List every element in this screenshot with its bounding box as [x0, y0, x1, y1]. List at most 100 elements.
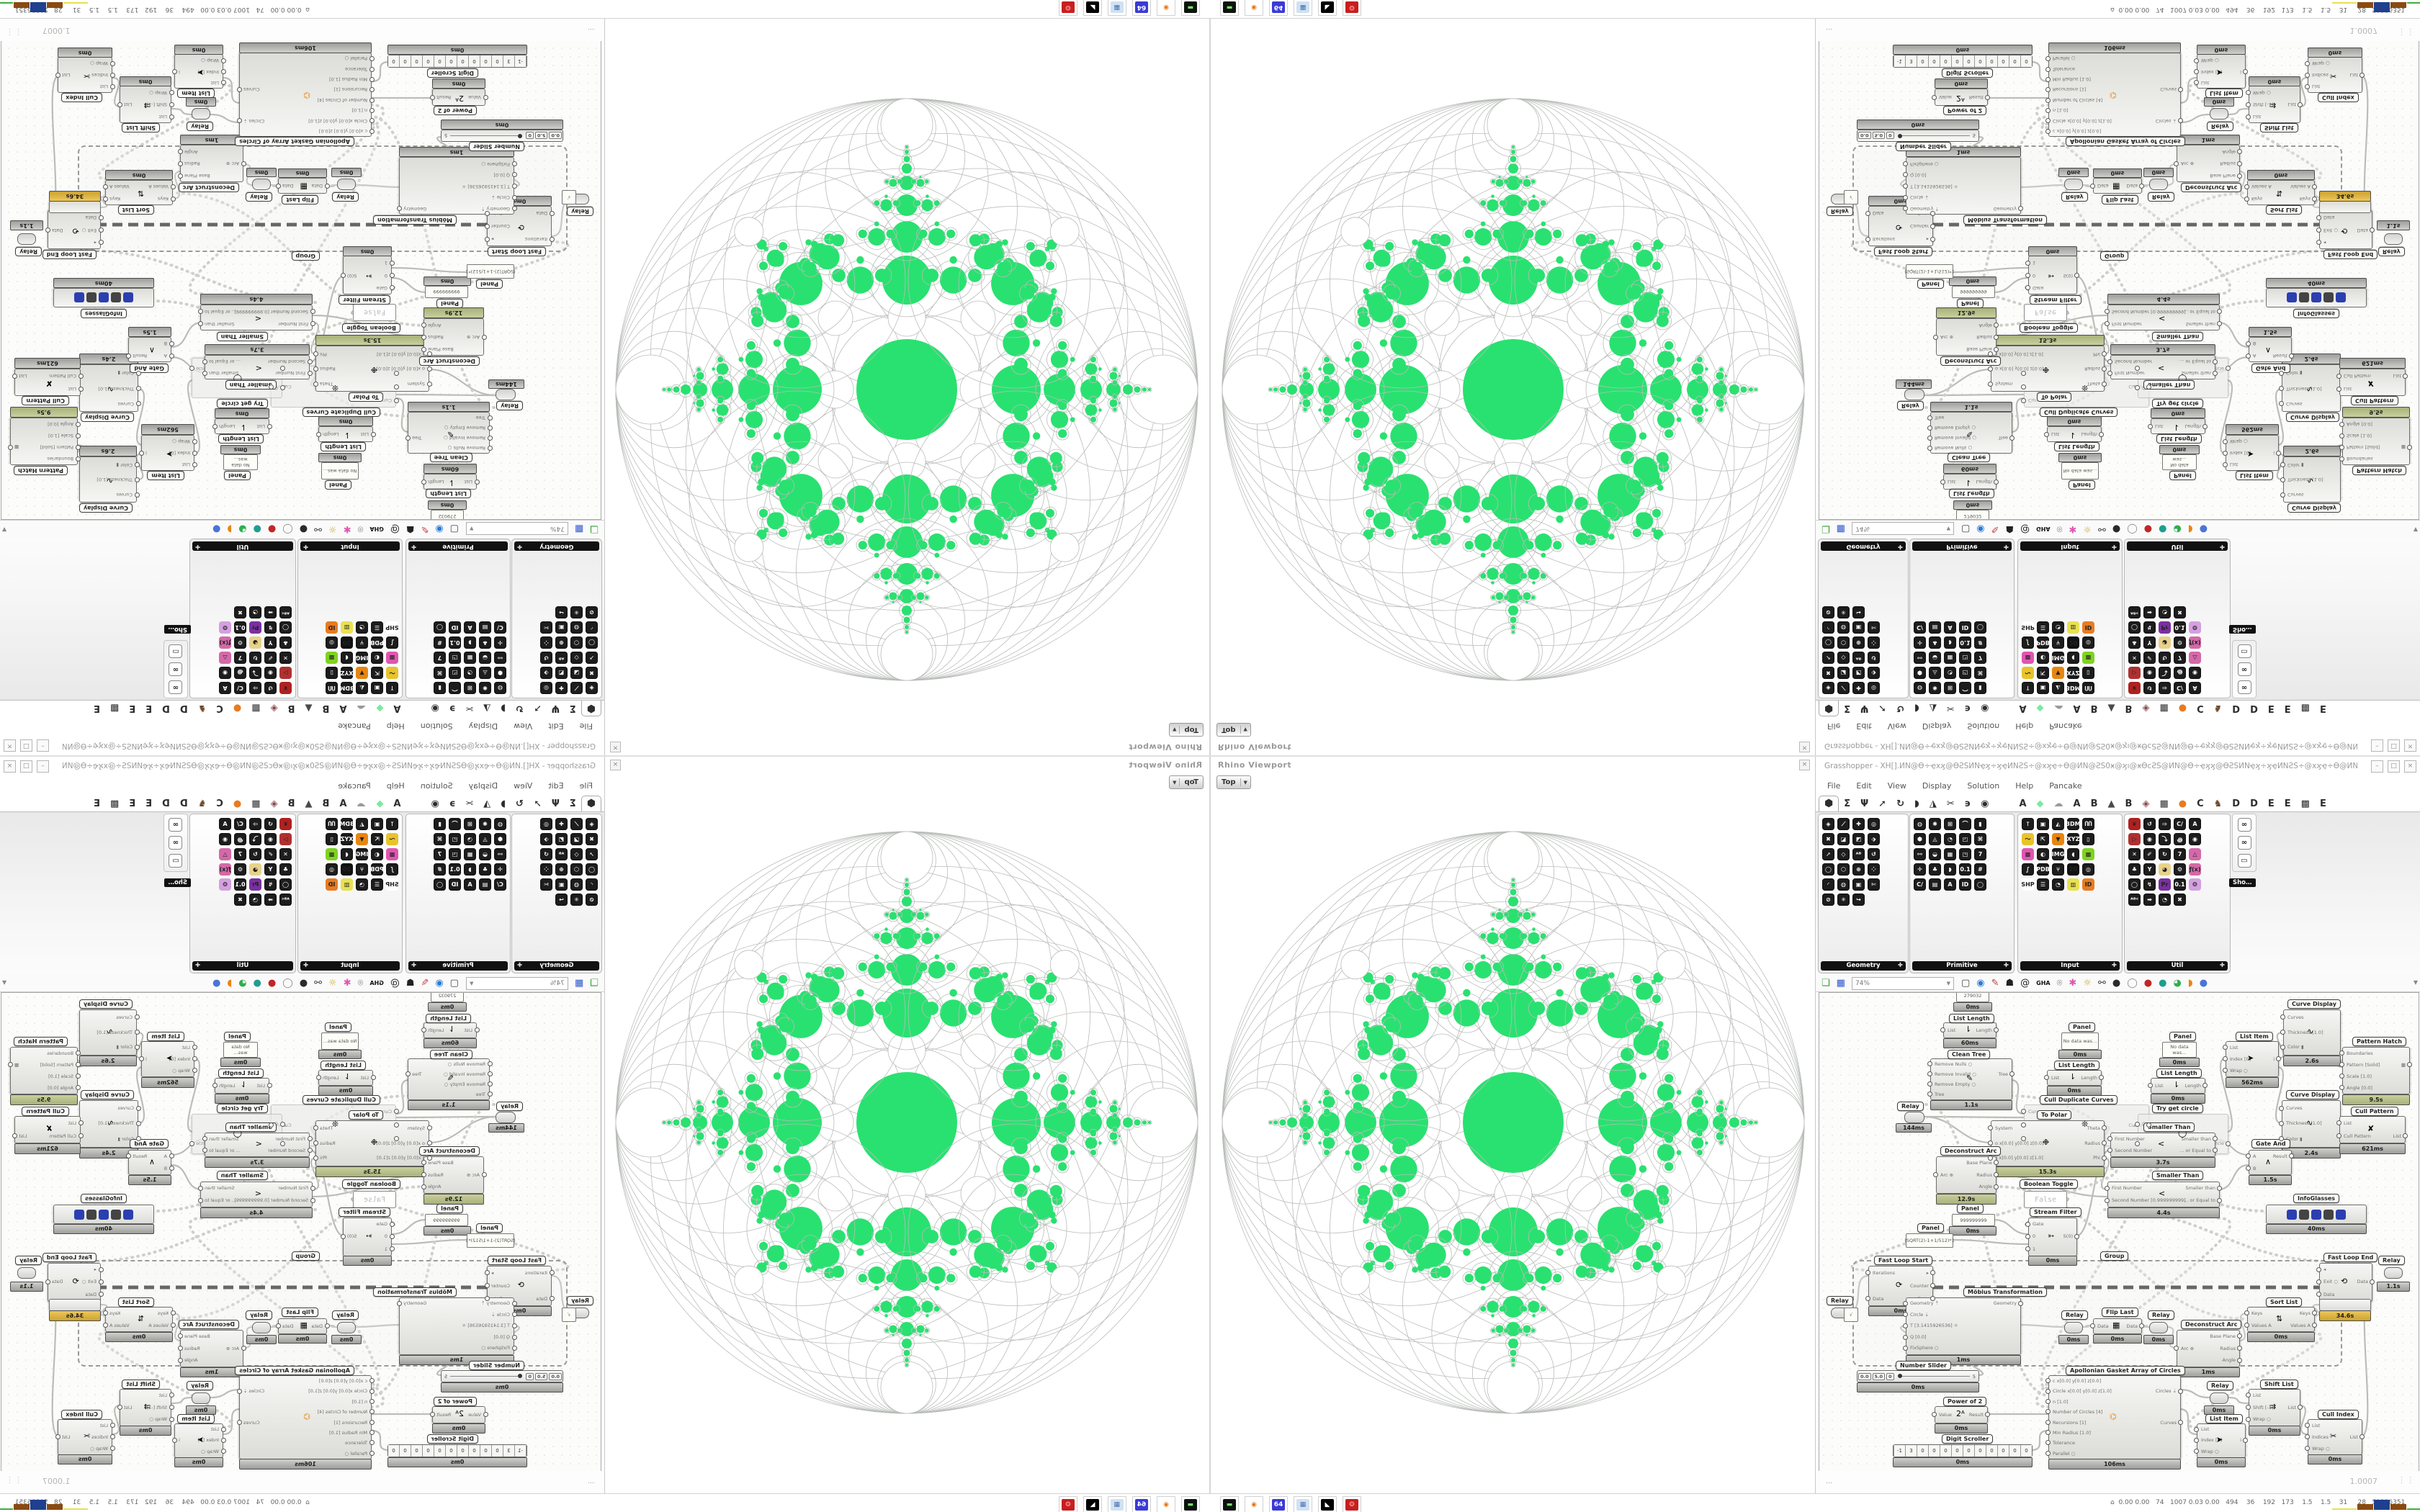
- taskbar-app-icon-2[interactable]: 64: [1269, 0, 1288, 16]
- panel-label-geometry[interactable]: Geometry ✚: [1821, 961, 1906, 971]
- input-port[interactable]: [2246, 1153, 2251, 1159]
- input-port[interactable]: [2045, 76, 2051, 82]
- output-port[interactable]: [485, 1270, 490, 1275]
- component-icon[interactable]: ⊕: [555, 636, 568, 649]
- component-icon[interactable]: ⤵: [2159, 833, 2171, 845]
- component-icon[interactable]: ◳: [1959, 652, 1971, 664]
- component-icon[interactable]: ◈: [1822, 818, 1834, 830]
- zoom-combo[interactable]: 74% ▼: [1851, 522, 1954, 536]
- input-port[interactable]: [2336, 374, 2341, 379]
- component-label[interactable]: Curve Display: [2287, 503, 2341, 513]
- input-port[interactable]: [550, 237, 555, 242]
- input-port[interactable]: [2316, 1279, 2321, 1284]
- input-port[interactable]: [110, 1434, 115, 1439]
- component-icon[interactable]: A: [1944, 878, 1956, 891]
- input-port[interactable]: [2135, 1140, 2140, 1146]
- component-icon[interactable]: △: [219, 848, 231, 860]
- component-icon[interactable]: ᴬᴮ: [1852, 848, 1865, 860]
- input-port[interactable]: [2339, 456, 2344, 462]
- toolbar-icon-7[interactable]: ✱: [2069, 523, 2077, 535]
- component-label[interactable]: Flip Last: [2102, 1308, 2138, 1317]
- component-icon[interactable]: ↯: [2143, 621, 2156, 634]
- toolbar-icon-1[interactable]: ◉: [1976, 523, 1985, 535]
- component-label[interactable]: Smaller Than: [2152, 1171, 2204, 1180]
- gh-panel-value[interactable]: 999999999: [1952, 286, 1995, 298]
- output-port[interactable]: [485, 237, 490, 242]
- component-tab-6[interactable]: ◮: [1929, 703, 1937, 714]
- input-port[interactable]: [1940, 1027, 1945, 1032]
- component-label[interactable]: Fast Loop Start: [1874, 247, 1933, 256]
- component-label[interactable]: Relay: [496, 401, 523, 410]
- input-port[interactable]: [136, 386, 141, 391]
- component-icon[interactable]: ⟋: [570, 682, 583, 694]
- input-port[interactable]: [1865, 1270, 1870, 1275]
- component-label[interactable]: List Length: [426, 1014, 471, 1023]
- component-icon[interactable]: ◈: [586, 682, 598, 694]
- component-tab-26[interactable]: ▩: [110, 798, 120, 809]
- component-label[interactable]: InfoGlasses: [80, 309, 127, 318]
- gh-component[interactable]: Curves Thickness [1.0] Color ▮: [2282, 1100, 2341, 1148]
- gh-component[interactable]: Geometry ⇡ Geometry Circle ⇣ T [3.141592653…: [399, 157, 514, 215]
- component-tab-14[interactable]: B: [2090, 798, 2098, 809]
- toolbar-icon-5[interactable]: GHA: [2036, 526, 2051, 533]
- component-icon[interactable]: ⁘: [1868, 636, 1880, 649]
- component-icon[interactable]: ▩: [2082, 848, 2094, 860]
- component-icon[interactable]: XYZ: [341, 667, 353, 679]
- output-port[interactable]: [2276, 1056, 2281, 1061]
- addon-icon[interactable]: ▭: [169, 644, 183, 658]
- component-icon[interactable]: ◍: [1914, 818, 1926, 830]
- component-label[interactable]: List Item: [177, 1414, 215, 1423]
- input-port[interactable]: [2279, 1136, 2284, 1142]
- maximize-button[interactable]: □: [2388, 739, 2400, 752]
- gh-component[interactable]: Boundaries Pattern [Solid] ▩ Scale [1.0] Ang…: [2342, 1047, 2410, 1094]
- taskbar-app-icon-3[interactable]: ▦: [1108, 1496, 1126, 1512]
- input-port[interactable]: [2246, 1165, 2251, 1171]
- component-label[interactable]: Curve Display: [2286, 413, 2339, 422]
- gh-component[interactable]: List Index [0] i Wrap ○: [2197, 1423, 2246, 1458]
- component-icon[interactable]: ◯: [1974, 878, 1986, 891]
- component-icon[interactable]: ↪: [555, 606, 568, 618]
- menu-item-file[interactable]: File: [579, 721, 593, 732]
- component-icon[interactable]: ⤵: [249, 667, 261, 679]
- component-icon[interactable]: ◔: [2052, 621, 2064, 634]
- component-label[interactable]: List Length: [2054, 442, 2099, 451]
- input-port[interactable]: [76, 433, 81, 438]
- gh-panel-value[interactable]: √: [562, 1308, 576, 1322]
- component-icon[interactable]: ID: [2082, 621, 2094, 634]
- toolbar-icon-3[interactable]: ☗: [2005, 977, 2015, 989]
- gh-panel-value[interactable]: 999999999: [1952, 1214, 1995, 1226]
- component-label[interactable]: Fast Loop Start: [487, 1256, 546, 1265]
- component-label[interactable]: Stream Filter: [339, 295, 390, 305]
- component-icon[interactable]: ✕: [279, 652, 292, 664]
- component-label[interactable]: List Item: [2205, 89, 2243, 98]
- addon-icon[interactable]: ∞: [2237, 680, 2251, 694]
- relay-node[interactable]: [2210, 108, 2228, 120]
- infoglasses-node[interactable]: [53, 1205, 154, 1224]
- component-icon[interactable]: ◒: [1929, 652, 1941, 664]
- component-icon[interactable]: C/: [2174, 818, 2186, 830]
- maximize-button[interactable]: □: [2388, 760, 2400, 773]
- taskbar-app-icon-2[interactable]: 64: [1132, 0, 1151, 16]
- component-icon[interactable]: ⇱: [2037, 833, 2049, 845]
- component-tab-12[interactable]: ☁: [357, 798, 367, 809]
- component-icon[interactable]: ✕: [2128, 848, 2141, 860]
- component-tab-15[interactable]: ▲: [2107, 703, 2115, 714]
- component-icon[interactable]: ◩: [1852, 833, 1865, 845]
- component-icon[interactable]: ▤: [479, 878, 491, 891]
- component-icon[interactable]: ♣: [2128, 636, 2141, 649]
- input-port[interactable]: [2316, 215, 2321, 220]
- gh-component[interactable]: List Cull Pattern List: [2339, 1116, 2406, 1143]
- panel-label-primitive[interactable]: Primitive ✚: [1912, 541, 2012, 551]
- gh-canvas[interactable]: Panel2790320msList LengthListLength⇂60ms…: [1819, 992, 2419, 1472]
- output-port[interactable]: [2298, 102, 2303, 107]
- component-icon[interactable]: ◐: [2037, 848, 2049, 860]
- toolbar-icon-5[interactable]: GHA: [369, 526, 384, 533]
- component-icon[interactable]: ◖: [2067, 652, 2079, 664]
- output-port[interactable]: [2217, 1185, 2222, 1191]
- output-port[interactable]: [2213, 359, 2218, 364]
- component-icon[interactable]: ⇨: [249, 818, 261, 830]
- component-label[interactable]: Relay: [1827, 1296, 1853, 1305]
- toolbar-icon-6[interactable]: ⌾: [357, 523, 364, 535]
- toolbar-icon-9[interactable]: ⚯: [314, 977, 323, 989]
- component-icon[interactable]: ᴬᴮᶜ: [279, 606, 292, 618]
